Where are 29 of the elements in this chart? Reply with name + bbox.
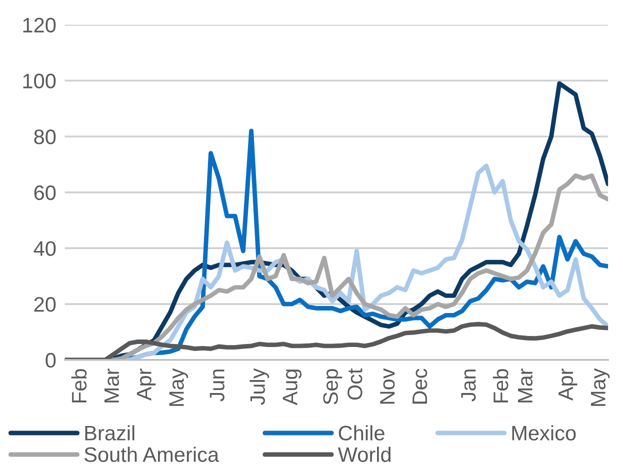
y-tick-label: 100: [23, 74, 56, 88]
x-tick-label: July: [250, 368, 270, 405]
x-tick-label: Feb: [492, 369, 508, 402]
x-tick-label: Jan: [461, 370, 476, 402]
legend-label: Chile: [338, 425, 384, 440]
x-tick-label: Mar: [518, 368, 533, 402]
y-tick-label: 20: [34, 297, 56, 312]
y-tick-label: 0: [46, 352, 56, 368]
x-tick-label: Apr: [136, 368, 156, 401]
x-tick-label: Oct: [348, 368, 362, 400]
x-tick-label: Jun: [210, 370, 224, 402]
legend-label: World: [338, 446, 390, 462]
y-tick-label: 40: [34, 241, 56, 256]
x-tick-label: Sep: [323, 369, 342, 404]
x-tick-label: May: [590, 368, 610, 406]
y-tick-label: 80: [34, 130, 56, 144]
legend-label: South America: [84, 446, 220, 462]
y-tick-label: 120: [23, 18, 56, 33]
legend-label: Brazil: [85, 425, 134, 440]
x-tick-label: Apr: [558, 368, 578, 401]
x-tick-label: Dec: [412, 368, 428, 404]
x-tick-label: May: [169, 368, 188, 406]
line-series: [64, 322, 608, 360]
x-tick-label: Nov: [380, 368, 395, 404]
x-tick-label: Feb: [71, 369, 87, 402]
x-tick-label: Aug: [282, 370, 302, 406]
legend-label: Mexico: [512, 425, 576, 440]
y-tick-label: 60: [34, 185, 56, 200]
x-tick-label: Mar: [104, 368, 120, 402]
